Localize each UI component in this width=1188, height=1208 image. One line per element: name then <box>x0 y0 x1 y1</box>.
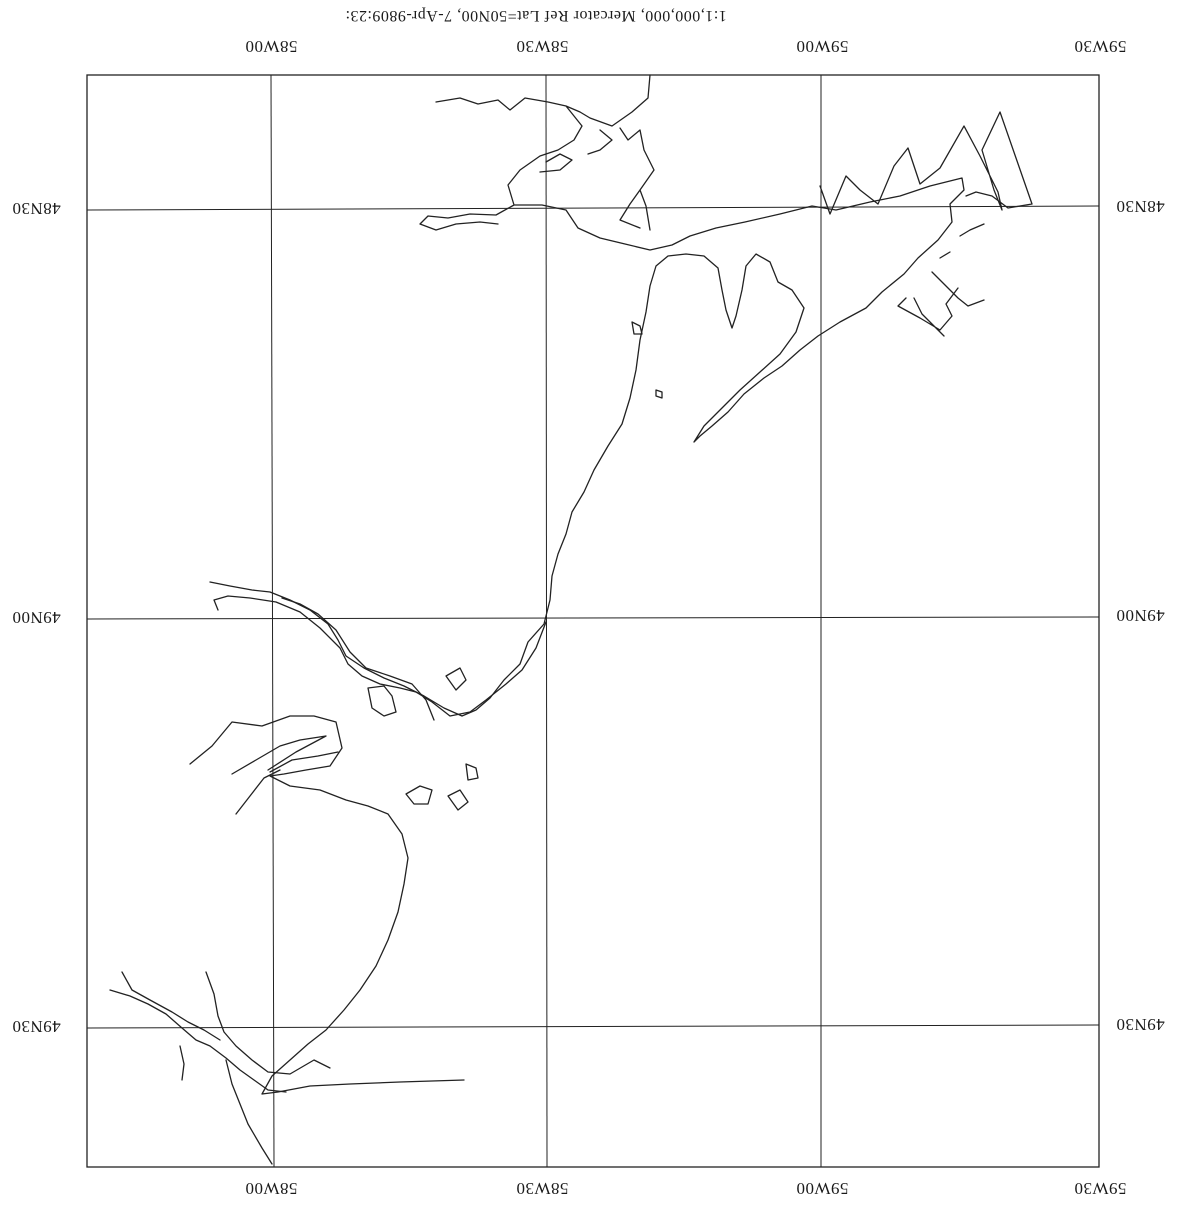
lon-label-top-59w00: 59W00 <box>796 1179 849 1198</box>
coastline-inlet-mid <box>213 595 547 721</box>
lat-label-right-48n30: 48N30 <box>1116 197 1165 216</box>
lon-label-top-59w30: 59W30 <box>1074 1179 1127 1198</box>
coastline <box>109 74 1033 1165</box>
lat-label-right-49n30: 49N30 <box>1116 1015 1165 1034</box>
map-caption: 1:1,000,000, Mercator Ref Lat=50N00, 7-A… <box>345 7 727 24</box>
island-7 <box>655 389 663 399</box>
island-6 <box>631 321 643 335</box>
lat-label-left-49n00: 49N00 <box>12 608 61 627</box>
map-frame <box>86 74 1100 1168</box>
lon-label-bottom-59w30: 59W30 <box>1074 37 1127 56</box>
fjord-north-lines <box>819 111 1033 215</box>
lon-label-bottom-59w00: 59W00 <box>796 37 849 56</box>
lat-label-left-48n30: 48N30 <box>12 199 61 218</box>
coastline-south <box>189 715 465 1095</box>
island-4 <box>405 785 433 805</box>
island-3 <box>465 763 479 781</box>
coastline-main <box>209 74 965 717</box>
lon-label-bottom-58w30: 58W30 <box>516 37 569 56</box>
lat-label-left-49n30: 49N30 <box>12 1017 61 1036</box>
island-1 <box>367 685 397 717</box>
meridian-58w30 <box>545 74 548 1168</box>
parallel-49n30 <box>86 1024 1100 1029</box>
fjord-north-detail <box>897 223 985 337</box>
harbour-north <box>539 127 655 231</box>
meridian-58w00 <box>270 74 275 1168</box>
parallel-49n00 <box>86 616 1100 620</box>
coastline-bay-south <box>231 735 339 815</box>
island-2 <box>445 667 467 691</box>
lon-label-bottom-58w00: 58W00 <box>245 37 298 56</box>
lon-label-top-58w00: 58W00 <box>245 1179 298 1198</box>
island-5 <box>447 789 469 811</box>
lat-label-right-49n00: 49N00 <box>1116 606 1165 625</box>
parallel-48n30 <box>86 205 1100 211</box>
lon-label-top-58w30: 58W30 <box>516 1179 569 1198</box>
coastline-estuary-southwest <box>109 971 331 1165</box>
